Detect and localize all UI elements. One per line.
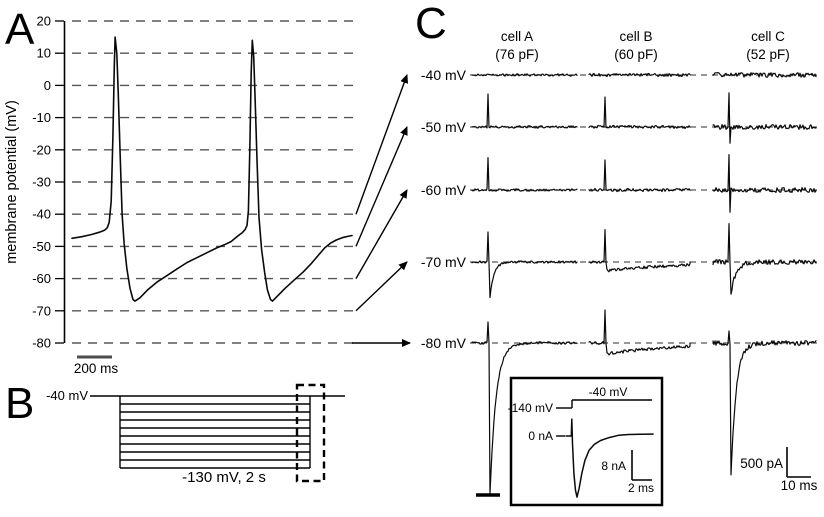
column-title: cell B [619, 29, 652, 44]
inset-step-top-label: -40 mV [589, 385, 628, 399]
y-tick-label: 10 [37, 46, 51, 61]
inset-trace-group [565, 418, 654, 498]
row-voltage-label: -40 mV [421, 67, 467, 83]
voltage-map-arrow [355, 261, 408, 312]
current-trace-cell-B--60mV [588, 159, 691, 193]
y-tick-label: -60 [32, 271, 51, 286]
cell-column-headers: cell A (76 pF) cell B (60 pF) cell C (52 pF) [495, 29, 790, 62]
current-trace-cell-A--50mV [471, 93, 578, 129]
inset-time-scalebar-label: 2 ms [628, 481, 654, 495]
y-tick-label: -70 [32, 303, 51, 318]
y-tick-label: -50 [32, 239, 51, 254]
inset-step-bottom-label: -140 mV [508, 401, 553, 415]
inset: -40 mV -140 mV 0 nA 8 nA 2 ms [508, 376, 664, 507]
current-trace-cell-C--40mV [712, 71, 817, 79]
inset-zero-current-label: 0 nA [528, 429, 553, 443]
y-tick-label: -20 [32, 142, 51, 157]
current-trace-cell-B--70mV [588, 229, 691, 273]
y-tick-label: -80 [32, 336, 51, 351]
membrane-potential-trace [71, 36, 353, 302]
row-voltage-label: -60 mV [421, 182, 467, 198]
current-trace-cell-B--40mV [588, 72, 691, 78]
column-capacitance: (76 pF) [495, 47, 539, 62]
panel-b-label: B [5, 379, 34, 428]
current-trace-cell-C--80mV [712, 330, 817, 476]
panel-c-label: C [415, 0, 447, 48]
column-title: cell A [501, 29, 533, 44]
panel-c: C cell A (76 pF) cell B (60 pF) cell C (52 pF… [352, 0, 822, 507]
protocol-steps [90, 395, 345, 469]
y-tick-label: -40 [32, 207, 51, 222]
time-scalebar-label-c: 10 ms [781, 478, 818, 493]
y-axis-title: membrane potential (mV) [4, 100, 20, 264]
time-scalebar-label: 200 ms [74, 361, 119, 376]
current-trace-cell-A--40mV [471, 73, 578, 77]
y-tick-label: -10 [32, 110, 51, 125]
voltage-map-arrow [355, 126, 408, 247]
y-tick-label: 20 [37, 14, 51, 29]
current-trace-cell-C--50mV [712, 92, 817, 144]
current-trace-rows: -40 mV -50 mV -60 mV -70 mV -80 mV [352, 67, 822, 497]
panel-b: B -40 mV -130 mV, 2 s [5, 379, 345, 486]
y-tick-label: -30 [32, 175, 51, 190]
row-voltage-label: -80 mV [421, 335, 467, 351]
voltage-map-arrow [355, 74, 409, 215]
inset-current-scalebar-label: 8 nA [601, 459, 626, 473]
current-trace-cell-C--60mV [712, 154, 817, 213]
column-capacitance: (52 pF) [746, 47, 790, 62]
current-trace-cell-C--70mV [712, 223, 817, 295]
current-trace-cell-A--60mV [471, 157, 578, 192]
holding-potential-label: -40 mV [46, 388, 88, 403]
current-trace-cell-A--80mV [471, 321, 578, 494]
row-voltage-label: -50 mV [421, 119, 467, 135]
current-trace-cell-B--80mV [588, 309, 691, 356]
column-title: cell C [751, 29, 785, 44]
column-capacitance: (60 pF) [614, 47, 658, 62]
panel-a-trace-group [71, 36, 353, 302]
panel-a-label: A [5, 5, 35, 54]
row-voltage-label: -70 mV [421, 254, 467, 270]
protocol-highlight-box [295, 383, 326, 483]
panel-a: A 20 10 0 -10 -20 -30 -40 -50 -60 -70 -80 membrane… [4, 5, 356, 376]
current-trace-cell-B--50mV [588, 96, 691, 130]
inset-box [509, 376, 664, 507]
current-scalebar-label: 500 pA [740, 456, 783, 471]
y-tick-label: 0 [44, 78, 51, 93]
panel-a-axis-grid: 20 10 0 -10 -20 -30 -40 -50 -60 -70 -80 [32, 14, 356, 351]
current-trace-cell-A--70mV [471, 231, 578, 299]
inset-current-trace [565, 418, 654, 498]
step-amplitude-label: -130 mV, 2 s [182, 469, 266, 486]
voltage-map-arrow [355, 189, 408, 279]
